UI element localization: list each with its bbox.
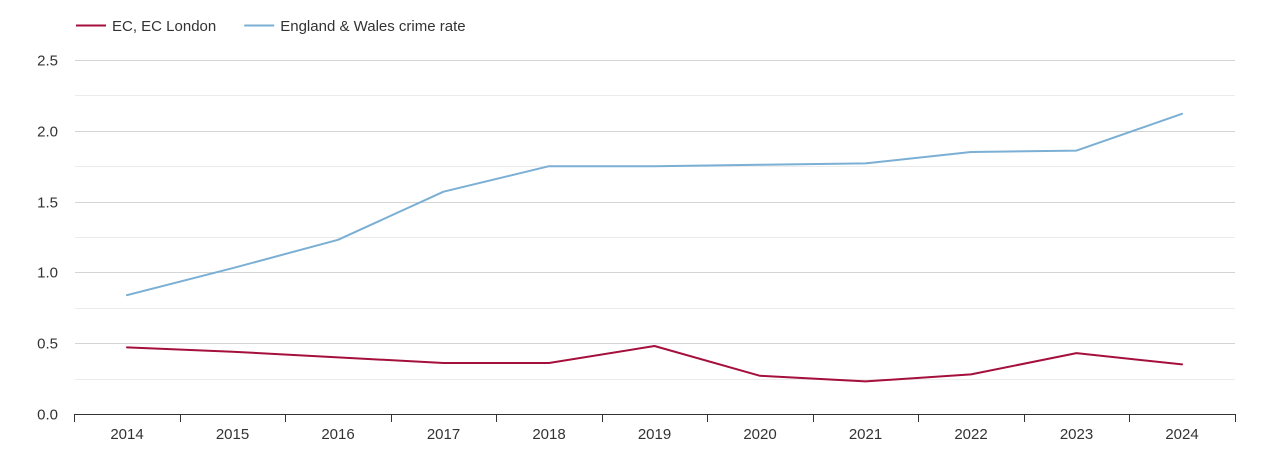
x-tick-label: 2016 (321, 426, 354, 443)
y-tick-label: 0.5 (37, 336, 58, 353)
y-tick-label: 2.5 (37, 53, 58, 70)
legend-label: England & Wales crime rate (280, 18, 465, 35)
x-tick-label: 2023 (1060, 426, 1093, 443)
y-tick-label: 0.0 (37, 407, 58, 424)
legend-item-1: England & Wales crime rate (244, 18, 466, 35)
x-tick-label: 2017 (427, 426, 460, 443)
x-tick-label: 2022 (954, 426, 987, 443)
series-lines (126, 112, 1183, 383)
series-line-0 (126, 345, 1183, 383)
legend: EC, EC London England & Wales crime rate (76, 18, 466, 35)
legend-item-0: EC, EC London (76, 18, 216, 35)
series-line-1 (126, 112, 1183, 297)
x-tick-label: 2020 (743, 426, 776, 443)
axes: 0.0 0.5 1.0 1.5 2.0 2.5 2014 2015 2016 2017 2018 20… (37, 53, 1236, 443)
x-tick-label: 2014 (110, 426, 143, 443)
x-tick-label: 2019 (638, 426, 671, 443)
y-tick-label: 2.0 (37, 124, 58, 141)
gridlines (75, 60, 1235, 380)
x-tick-label: 2021 (849, 426, 882, 443)
y-tick-label: 1.0 (37, 265, 58, 282)
legend-label: EC, EC London (112, 18, 216, 35)
x-tick-label: 2018 (532, 426, 565, 443)
y-tick-label: 1.5 (37, 195, 58, 212)
x-tick-label: 2024 (1165, 426, 1198, 443)
x-tick-label: 2015 (216, 426, 249, 443)
